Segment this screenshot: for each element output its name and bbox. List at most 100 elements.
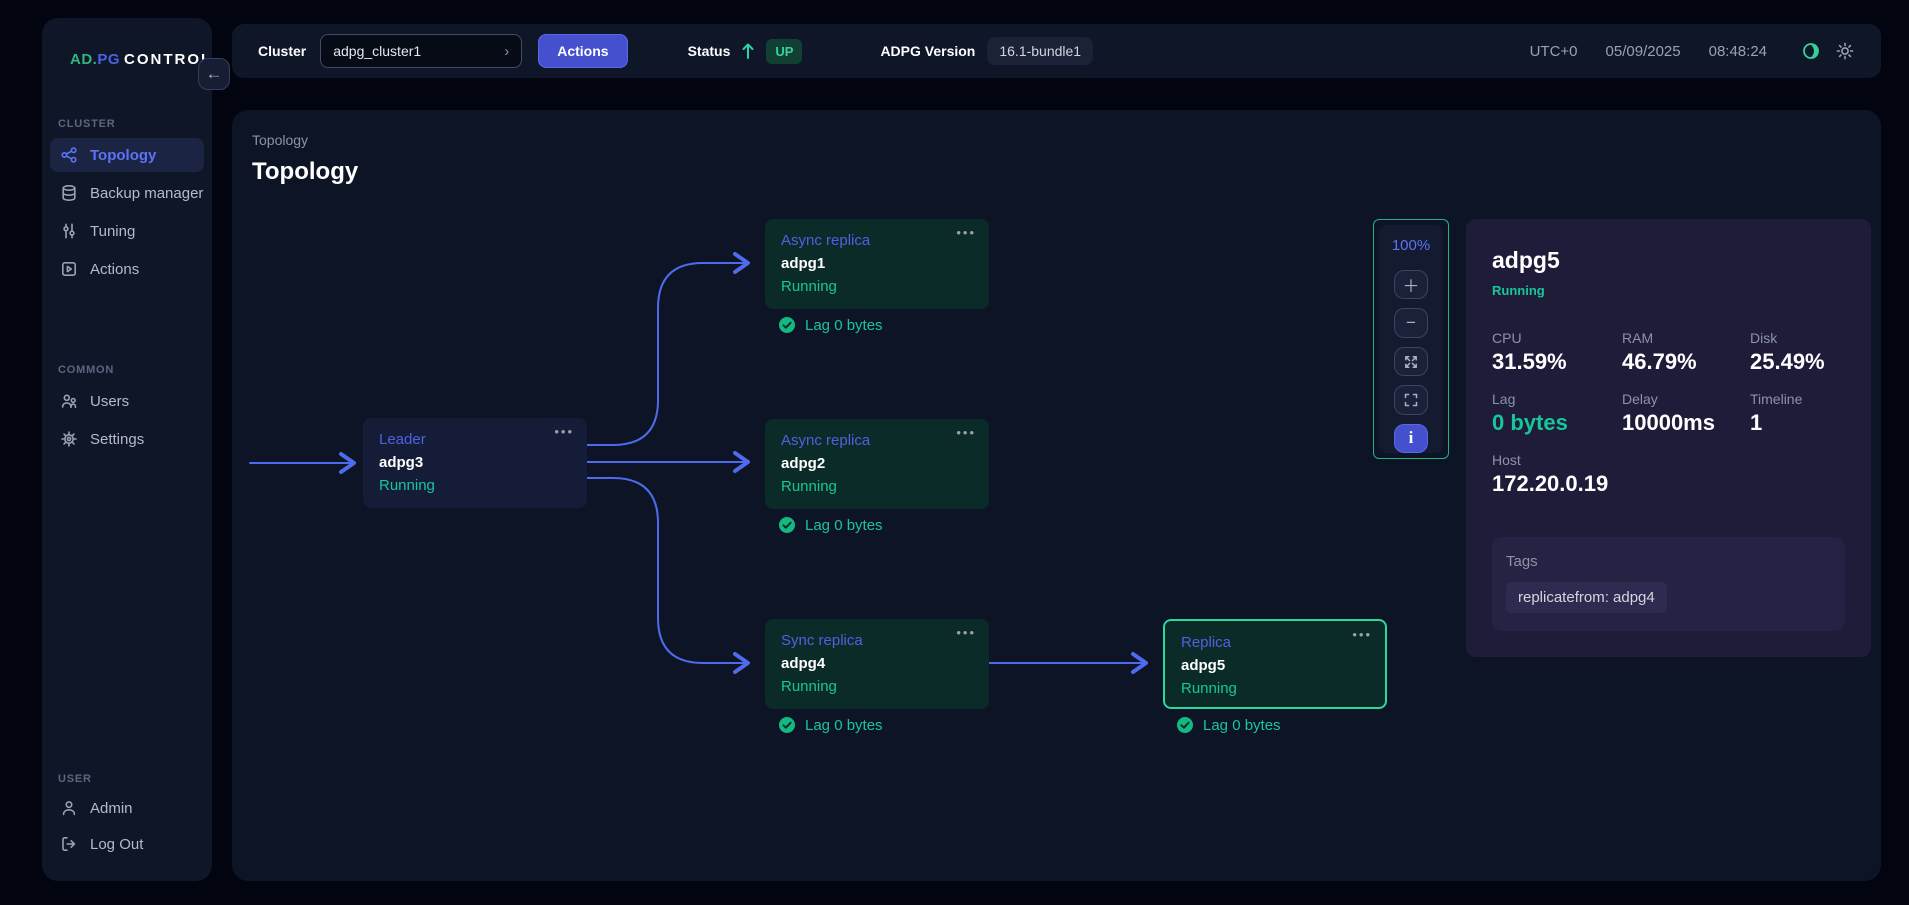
node-name: adpg3 xyxy=(379,454,424,471)
zoom-controls: 100% ＋ − i xyxy=(1373,219,1449,459)
node-status: Running xyxy=(1181,680,1237,697)
zoom-level: 100% xyxy=(1391,237,1431,254)
node-adpg5[interactable]: ••• Replica adpg5 Running xyxy=(1163,619,1387,709)
node-menu-icon[interactable]: ••• xyxy=(956,425,976,440)
logout-icon xyxy=(62,837,76,851)
cluster-select[interactable]: adpg_cluster1 › xyxy=(320,34,523,68)
lag-text: Lag 0 bytes xyxy=(805,516,883,534)
sidebar-item-label: Settings xyxy=(90,430,145,448)
status-badge: UP xyxy=(766,38,803,64)
details-node-status: Running xyxy=(1492,283,1545,298)
node-details-panel: adpg5 Running CPU 31.59% RAM 46.79% Disk… xyxy=(1466,219,1871,657)
person-icon xyxy=(62,801,76,816)
cluster-label: Cluster xyxy=(258,43,307,59)
info-icon: i xyxy=(1408,428,1414,448)
stat-lag: Lag 0 bytes xyxy=(1492,391,1568,435)
version-badge: 16.1-bundle1 xyxy=(987,37,1094,65)
version-label: ADPG Version xyxy=(880,43,976,59)
stat-disk: Disk 25.49% xyxy=(1750,330,1825,374)
tag-chip: replicatefrom: adpg4 xyxy=(1506,582,1667,613)
node-adpg4[interactable]: ••• Sync replica adpg4 Running xyxy=(765,619,989,709)
lag-text: Lag 0 bytes xyxy=(805,316,883,334)
check-circle-icon xyxy=(779,317,795,333)
node-role: Replica xyxy=(1181,634,1232,651)
topbar: Cluster adpg_cluster1 › Actions Status U… xyxy=(232,24,1881,78)
stat-delay: Delay 10000ms xyxy=(1622,391,1715,435)
status-label: Status xyxy=(687,43,731,59)
details-node-name: adpg5 xyxy=(1492,247,1560,273)
node-status: Running xyxy=(781,678,837,695)
expand-arrows-icon xyxy=(1405,355,1417,368)
sidebar-item-admin[interactable]: Admin xyxy=(50,791,204,825)
lag-indicator-adpg1: Lag 0 bytes xyxy=(778,316,883,334)
sidebar-item-backup-manager[interactable]: Backup manager xyxy=(50,176,204,210)
section-label-common: COMMON xyxy=(58,364,115,376)
time-value: 08:48:24 xyxy=(1708,42,1767,60)
app-title: AD.PG CONTROL xyxy=(70,50,213,68)
lag-indicator-adpg4: Lag 0 bytes xyxy=(778,716,883,734)
node-menu-icon[interactable]: ••• xyxy=(956,625,976,640)
sidebar-item-tuning[interactable]: Tuning xyxy=(50,214,204,248)
node-status: Running xyxy=(379,477,435,494)
node-name: adpg2 xyxy=(781,455,826,472)
section-label-cluster: CLUSTER xyxy=(58,118,116,130)
topology-icon xyxy=(61,147,77,163)
stat-cpu: CPU 31.59% xyxy=(1492,330,1567,374)
play-square-icon xyxy=(61,261,76,276)
node-role: Leader xyxy=(379,431,426,448)
stat-ram: RAM 46.79% xyxy=(1622,330,1697,374)
sidebar-item-label: Users xyxy=(90,392,130,410)
node-status: Running xyxy=(781,478,837,495)
contrast-theme-icon[interactable] xyxy=(1801,41,1821,61)
sun-icon[interactable] xyxy=(1835,41,1855,61)
sidebar-item-topology[interactable]: Topology xyxy=(50,138,204,172)
node-adpg3[interactable]: ••• Leader adpg3 Running xyxy=(363,418,587,508)
node-role: Async replica xyxy=(781,432,871,449)
tags-box: Tags replicatefrom: adpg4 xyxy=(1492,537,1845,631)
sidebar: AD.PG CONTROL CLUSTER Topology Backup man… xyxy=(42,18,212,881)
sidebar-collapse-button[interactable]: ← xyxy=(198,58,230,90)
cluster-select-value: adpg_cluster1 xyxy=(333,43,422,59)
sidebar-item-actions[interactable]: Actions xyxy=(50,252,204,286)
sidebar-item-settings[interactable]: Settings xyxy=(50,422,204,456)
node-menu-icon[interactable]: ••• xyxy=(956,225,976,240)
chevron-right-icon: › xyxy=(504,42,510,60)
fit-view-button[interactable] xyxy=(1394,346,1428,377)
node-adpg2[interactable]: ••• Async replica adpg2 Running xyxy=(765,419,989,509)
lag-text: Lag 0 bytes xyxy=(1203,716,1281,734)
gear-icon xyxy=(61,431,77,447)
node-adpg1[interactable]: ••• Async replica adpg1 Running xyxy=(765,219,989,309)
stat-timeline: Timeline 1 xyxy=(1750,391,1803,435)
arrow-left-icon: ← xyxy=(205,64,223,83)
section-label-user: USER xyxy=(58,773,92,785)
node-status: Running xyxy=(781,278,837,295)
sidebar-item-label: Admin xyxy=(90,799,133,817)
topology-canvas[interactable]: Topology Topology ••• Leader adpg3 Runni… xyxy=(232,110,1881,881)
actions-button[interactable]: Actions xyxy=(538,34,628,68)
date-value: 05/09/2025 xyxy=(1605,42,1681,60)
page-title: Topology xyxy=(252,158,359,185)
tags-label: Tags xyxy=(1506,553,1538,570)
node-role: Sync replica xyxy=(781,632,863,649)
arrow-up-icon xyxy=(742,43,754,59)
node-menu-icon[interactable]: ••• xyxy=(554,424,574,439)
node-info-button[interactable]: i xyxy=(1394,423,1428,454)
minus-icon: − xyxy=(1406,313,1416,333)
sidebar-item-label: Tuning xyxy=(90,222,136,240)
check-circle-icon xyxy=(779,717,795,733)
node-role: Async replica xyxy=(781,232,871,249)
edge-adpg3-adpg4 xyxy=(586,477,750,674)
sidebar-item-label: Topology xyxy=(90,146,157,164)
sidebar-item-logout[interactable]: Log Out xyxy=(50,827,204,861)
sidebar-item-users[interactable]: Users xyxy=(50,384,204,418)
node-name: adpg4 xyxy=(781,655,826,672)
node-name: adpg1 xyxy=(781,255,826,272)
check-circle-icon xyxy=(779,517,795,533)
fullscreen-button[interactable] xyxy=(1394,385,1428,415)
lag-text: Lag 0 bytes xyxy=(805,716,883,734)
zoom-in-button[interactable]: ＋ xyxy=(1394,270,1428,300)
sliders-icon xyxy=(63,223,75,239)
node-menu-icon[interactable]: ••• xyxy=(1352,627,1372,642)
app-logo: AD.PG CONTROL xyxy=(42,18,212,70)
zoom-out-button[interactable]: − xyxy=(1394,308,1428,338)
